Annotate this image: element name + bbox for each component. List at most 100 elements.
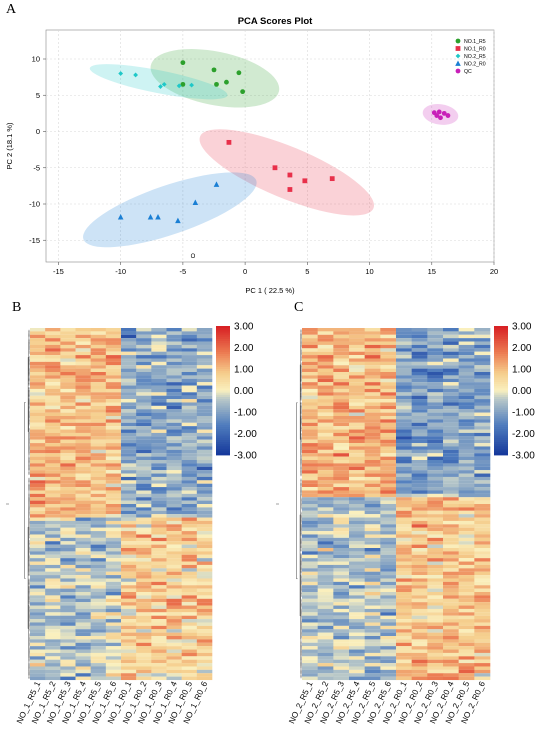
hmC-cell — [396, 656, 412, 660]
hmB-cell — [105, 510, 122, 515]
hmC-cell — [411, 531, 428, 535]
hmC-cell — [349, 500, 365, 505]
hmB-cell — [30, 673, 46, 677]
hmC-cell — [474, 487, 491, 491]
hmC-cell — [333, 358, 350, 362]
hmC-cell — [396, 669, 412, 674]
hmC-cell — [396, 510, 412, 515]
hmC-cell — [474, 412, 491, 417]
hmB-cell — [75, 453, 91, 457]
hmC-cell — [349, 351, 365, 356]
hmB-cell — [90, 348, 107, 352]
hmC-cell — [380, 341, 397, 345]
hmB-cell — [105, 416, 122, 420]
hmB-cell — [90, 500, 107, 505]
hmC-cell — [333, 625, 350, 630]
hmB-cell — [121, 571, 137, 576]
hmC-cell — [380, 551, 397, 555]
hmC-cell — [458, 541, 475, 545]
hmC-cell — [474, 666, 491, 670]
hmC-cell — [333, 581, 350, 586]
hmB-cell — [75, 625, 91, 630]
hmC-cell — [317, 470, 334, 474]
hmC-cell — [443, 453, 459, 457]
hmC-cell — [317, 625, 334, 630]
hmC-cell — [317, 405, 334, 410]
hmC-cell — [396, 385, 412, 389]
hmC-cell — [458, 473, 475, 477]
hmC-cell — [333, 395, 350, 400]
pca-point — [161, 81, 167, 87]
hmC-cell — [458, 429, 475, 433]
hmC-colorbar-segment — [494, 384, 508, 387]
pca-legend-marker — [455, 38, 461, 44]
hmC-cell — [443, 561, 459, 565]
hmC-cell — [349, 338, 365, 342]
hmC-colorbar-segment — [494, 343, 508, 346]
heatmap-b-colorbar: 3.002.001.000.00-1.00-2.00-3.00 — [216, 322, 257, 462]
hmC-cell — [411, 487, 428, 491]
pca-scores-plot: PCA Scores Plot -15 -10 -5 0 5 10 15 20-15-10-5… — [5, 16, 498, 295]
hmB-cell — [151, 436, 167, 440]
hmB-cell — [136, 334, 152, 339]
hmB-colorbar-segment — [216, 356, 230, 359]
hmB-cell — [196, 372, 213, 376]
hmB-cell — [60, 480, 76, 484]
hmB-cell — [121, 625, 137, 630]
hmB-cell — [60, 632, 76, 637]
hmB-cell — [60, 395, 76, 400]
hmC-cell — [396, 375, 412, 379]
hmC-cell — [364, 507, 381, 511]
pca-point — [211, 67, 217, 73]
hmC-cell — [317, 328, 334, 332]
hmC-cell — [349, 592, 365, 596]
hmC-cell — [349, 625, 365, 630]
hmC-cell — [333, 429, 350, 433]
hmB-cell — [45, 524, 61, 528]
hmC-cell — [427, 636, 444, 640]
hmC-cell — [427, 527, 444, 532]
hmB-cell — [136, 416, 152, 420]
hmC-cell — [474, 429, 491, 433]
hmC-cell — [349, 341, 365, 345]
hmC-cell — [317, 578, 334, 582]
hmC-cell — [427, 402, 444, 406]
hmC-cell — [364, 500, 381, 505]
pca-x-tick-label: 15 — [428, 267, 436, 276]
hmC-cell — [364, 460, 381, 464]
hmB-cell — [181, 392, 198, 396]
hmB-cell — [60, 416, 76, 420]
hmB-cell — [45, 443, 61, 447]
hmC-cell — [349, 460, 365, 464]
pca-annotation-o: O — [191, 254, 196, 260]
hmC-cell — [317, 443, 334, 447]
hmC-cell — [411, 500, 428, 505]
hmB-cell — [45, 636, 61, 640]
hmB-cell — [30, 544, 46, 549]
hmC-colorbar-segment — [494, 356, 508, 359]
hmC-cell — [317, 412, 334, 417]
hmB-cell — [121, 632, 137, 637]
hmB-cell — [136, 612, 152, 616]
hmB-cell — [136, 483, 152, 488]
hmB-cell — [196, 392, 213, 396]
hmC-cell — [349, 537, 365, 542]
hmB-cell — [196, 341, 213, 345]
hmC-cell — [458, 422, 475, 427]
hmC-cell — [333, 470, 350, 474]
hmB-colorbar-segment — [216, 341, 230, 344]
hmC-cell — [411, 619, 428, 623]
hmB-cell — [105, 453, 122, 457]
hmB-cell — [60, 338, 76, 342]
hmC-cell — [443, 548, 459, 552]
hmB-cell — [121, 409, 137, 413]
hmC-cell — [317, 460, 334, 464]
hmB-cell — [136, 399, 152, 403]
hmC-cell — [458, 355, 475, 359]
hmB-cell — [136, 419, 152, 423]
hmB-cell — [136, 365, 152, 369]
hmB-cell — [196, 378, 213, 383]
hmB-cell — [151, 395, 167, 400]
hmC-cell — [317, 466, 334, 471]
hmB-colorbar-segment — [216, 330, 230, 333]
